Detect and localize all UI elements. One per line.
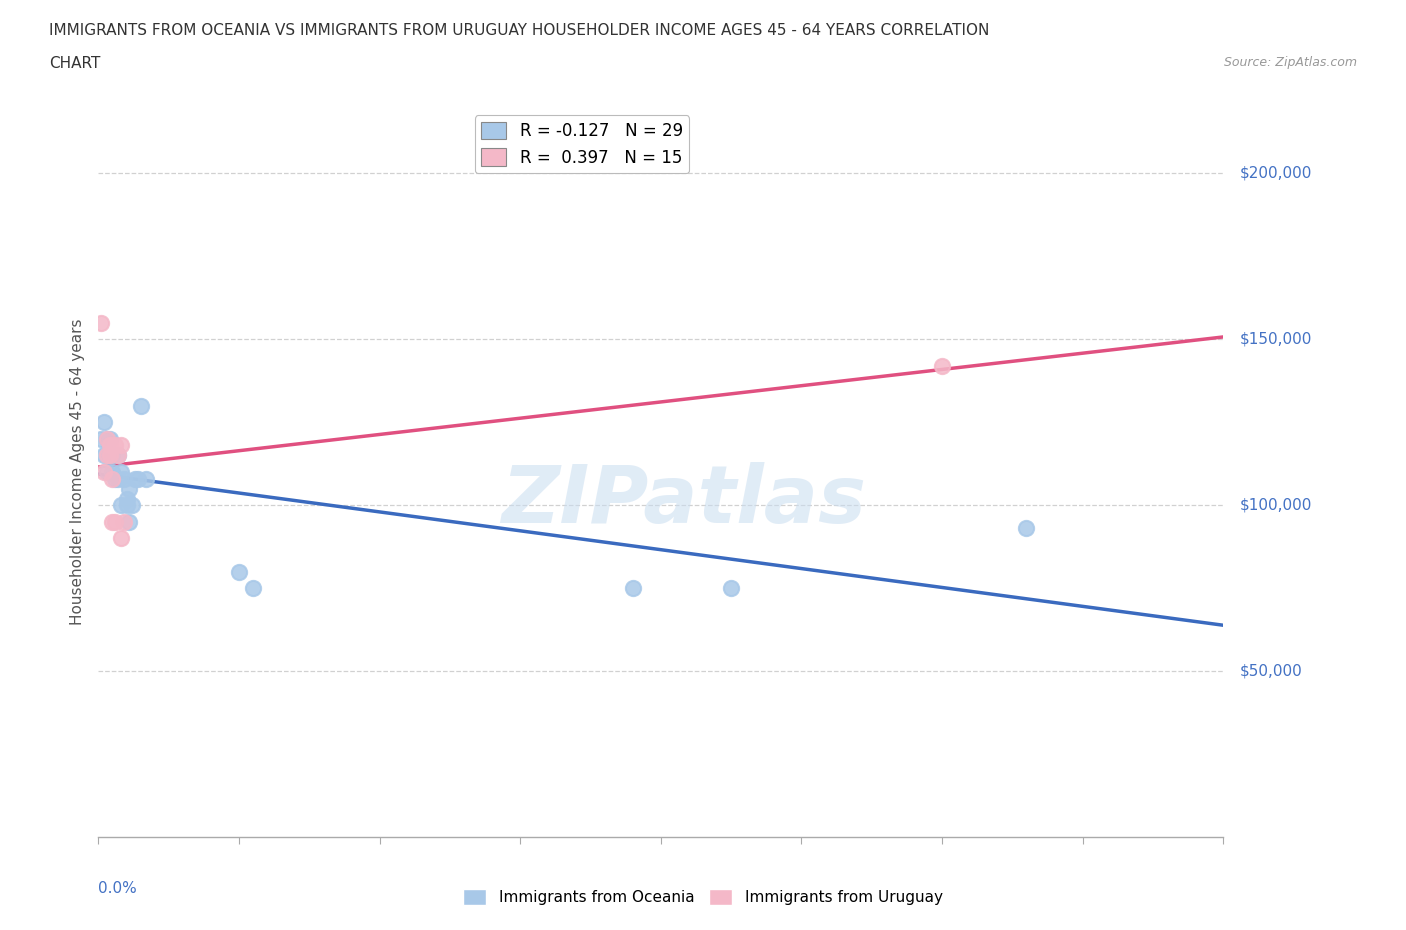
Point	[135, 472, 157, 486]
Point	[931, 358, 953, 373]
Legend: R = -0.127   N = 29, R =  0.397   N = 15: R = -0.127 N = 29, R = 0.397 N = 15	[475, 115, 689, 173]
Text: CHART: CHART	[49, 56, 101, 71]
Point	[110, 438, 132, 453]
Point	[129, 398, 152, 413]
Point	[104, 514, 127, 529]
Point	[1015, 521, 1038, 536]
Point	[242, 580, 264, 595]
Text: $200,000: $200,000	[1240, 166, 1312, 180]
Point	[720, 580, 742, 595]
Point	[96, 448, 118, 463]
Text: IMMIGRANTS FROM OCEANIA VS IMMIGRANTS FROM URUGUAY HOUSEHOLDER INCOME AGES 45 - : IMMIGRANTS FROM OCEANIA VS IMMIGRANTS FR…	[49, 23, 990, 38]
Point	[98, 448, 121, 463]
Y-axis label: Householder Income Ages 45 - 64 years: Householder Income Ages 45 - 64 years	[69, 319, 84, 625]
Legend: Immigrants from Oceania, Immigrants from Uruguay: Immigrants from Oceania, Immigrants from…	[457, 883, 949, 911]
Text: 0.0%: 0.0%	[98, 881, 138, 896]
Point	[90, 315, 112, 330]
Text: ZIPatlas: ZIPatlas	[501, 462, 866, 540]
Point	[98, 448, 121, 463]
Point	[101, 448, 124, 463]
Point	[93, 448, 115, 463]
Point	[112, 514, 135, 529]
Point	[112, 472, 135, 486]
Point	[98, 438, 121, 453]
Point	[118, 514, 141, 529]
Point	[96, 465, 118, 480]
Point	[101, 472, 124, 486]
Point	[107, 448, 129, 463]
Point	[121, 498, 143, 512]
Text: $150,000: $150,000	[1240, 332, 1312, 347]
Text: $100,000: $100,000	[1240, 498, 1312, 512]
Point	[104, 472, 127, 486]
Point	[96, 432, 118, 446]
Point	[104, 438, 127, 453]
Point	[110, 498, 132, 512]
Point	[101, 514, 124, 529]
Point	[124, 472, 146, 486]
Point	[110, 465, 132, 480]
Point	[107, 472, 129, 486]
Point	[127, 472, 149, 486]
Point	[110, 531, 132, 546]
Point	[96, 432, 118, 446]
Point	[93, 465, 115, 480]
Point	[115, 491, 138, 506]
Point	[101, 465, 124, 480]
Point	[98, 432, 121, 446]
Point	[115, 498, 138, 512]
Point	[621, 580, 644, 595]
Point	[118, 481, 141, 496]
Text: $50,000: $50,000	[1240, 664, 1303, 679]
Point	[93, 415, 115, 430]
Point	[228, 565, 250, 579]
Text: Source: ZipAtlas.com: Source: ZipAtlas.com	[1223, 56, 1357, 69]
Point	[90, 432, 112, 446]
Point	[107, 448, 129, 463]
